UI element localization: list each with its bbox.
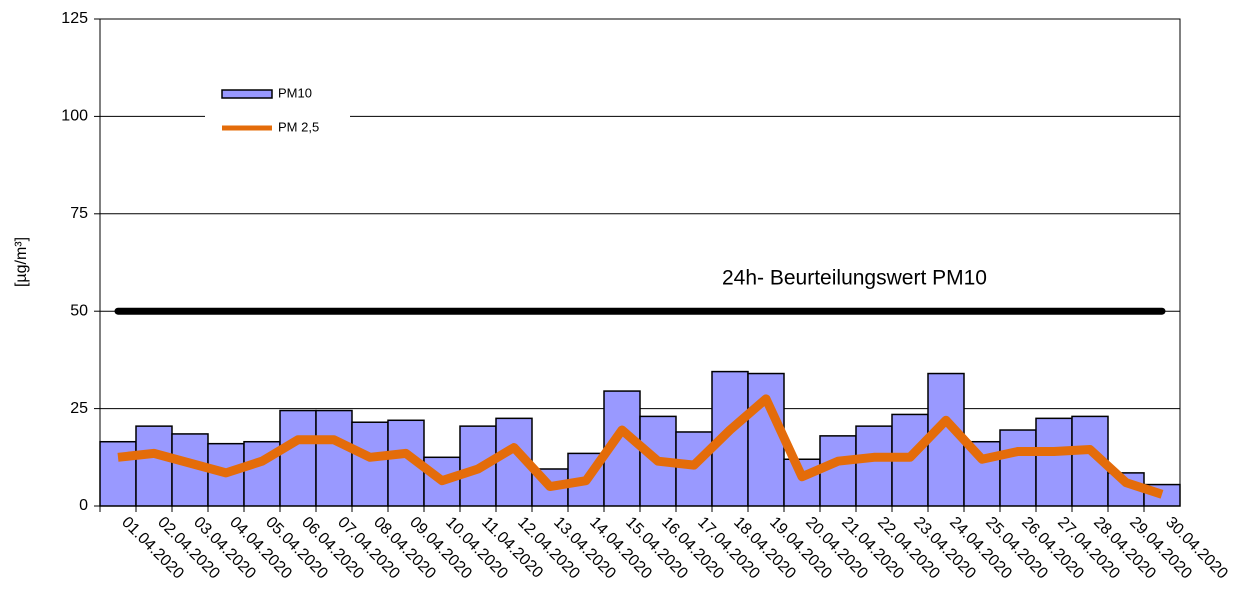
bar — [135, 425, 173, 507]
bar — [999, 429, 1037, 507]
bar — [1035, 417, 1073, 507]
threshold-label: 24h- Beurteilungswert PM10 — [722, 267, 987, 290]
bar — [351, 421, 389, 507]
y-tick-label: 100 — [61, 108, 88, 125]
legend-swatch — [221, 89, 273, 99]
legend-label: PM 2,5 — [278, 119, 319, 134]
bar — [855, 425, 893, 507]
bar — [747, 372, 785, 507]
y-tick-label: 25 — [70, 400, 88, 417]
bar — [279, 409, 317, 507]
bar — [99, 440, 137, 507]
bar — [315, 409, 353, 507]
y-tick-label: 75 — [70, 205, 88, 222]
y-axis-label: [µg/m³] — [13, 237, 30, 287]
y-tick-label: 0 — [79, 497, 88, 514]
line — [117, 394, 1164, 499]
legend-label: PM10 — [278, 85, 312, 100]
y-tick-label: 125 — [61, 10, 88, 27]
y-tick-label: 50 — [70, 302, 88, 319]
